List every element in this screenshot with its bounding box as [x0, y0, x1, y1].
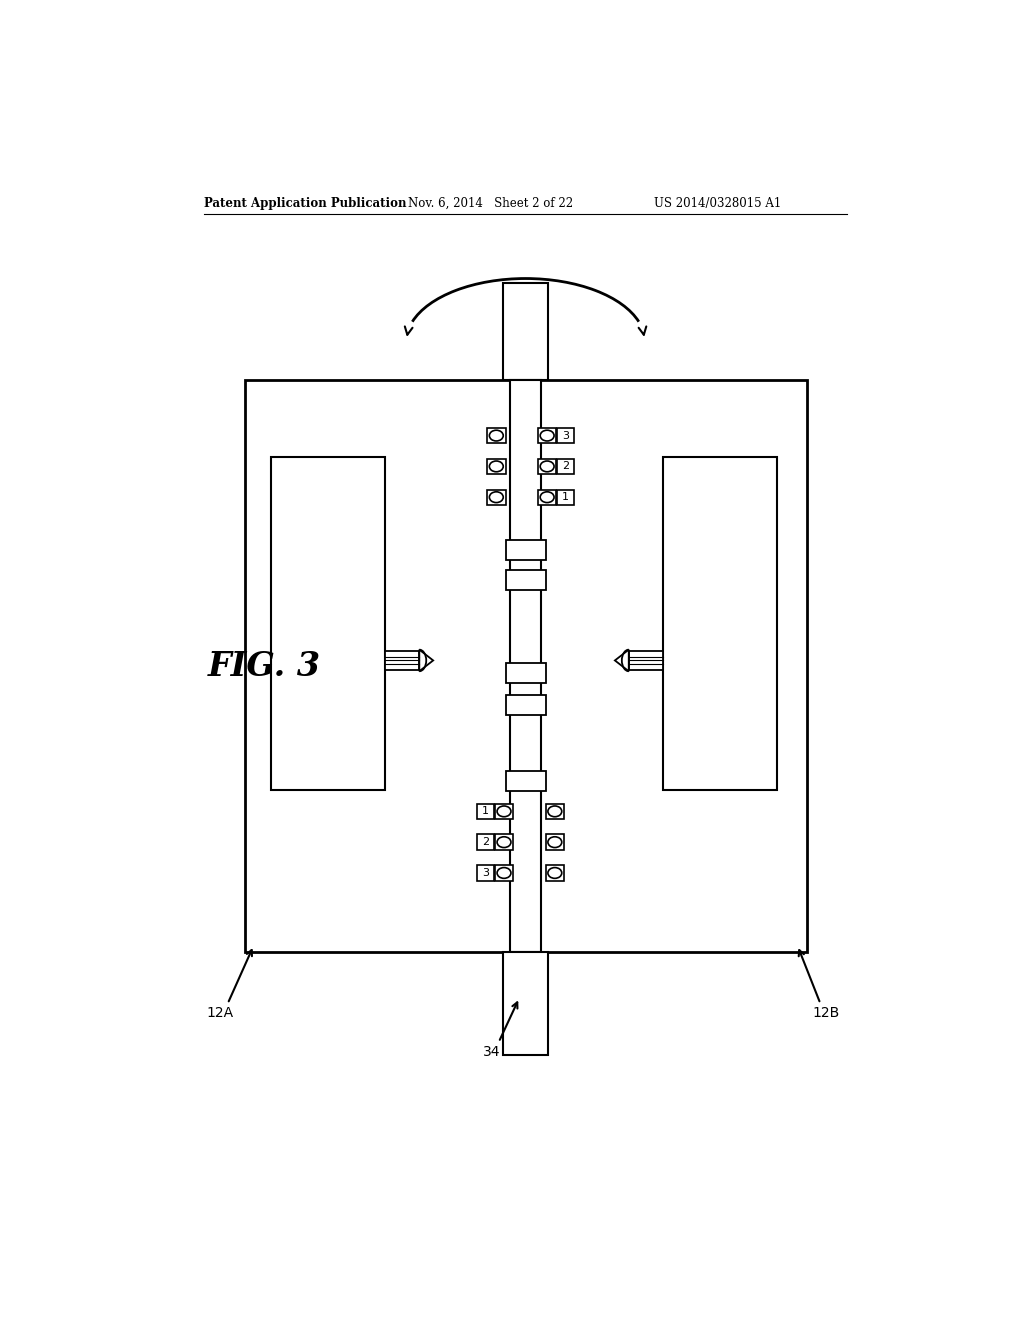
Ellipse shape — [497, 837, 511, 847]
Polygon shape — [614, 649, 629, 671]
Bar — [506, 663, 546, 682]
Bar — [506, 570, 546, 590]
Bar — [477, 866, 494, 880]
Bar — [477, 834, 494, 850]
Ellipse shape — [489, 492, 503, 503]
Ellipse shape — [548, 807, 562, 817]
Text: Nov. 6, 2014   Sheet 2 of 22: Nov. 6, 2014 Sheet 2 of 22 — [408, 197, 572, 210]
Bar — [503, 284, 548, 380]
Text: 2: 2 — [482, 837, 489, 847]
Text: 2: 2 — [562, 462, 569, 471]
Text: 3: 3 — [562, 430, 569, 441]
Bar — [271, 457, 385, 789]
Bar — [546, 866, 564, 880]
Bar — [506, 540, 546, 560]
Ellipse shape — [497, 867, 511, 878]
Bar — [538, 490, 556, 506]
Bar — [546, 804, 564, 818]
Text: US 2014/0328015 A1: US 2014/0328015 A1 — [654, 197, 781, 210]
Text: 34: 34 — [483, 1044, 501, 1059]
Text: Patent Application Publication: Patent Application Publication — [204, 197, 407, 210]
Bar — [503, 952, 548, 1056]
Text: 12A: 12A — [206, 1006, 233, 1020]
Text: 1: 1 — [482, 807, 489, 816]
Bar — [629, 651, 664, 669]
Ellipse shape — [497, 807, 511, 817]
Bar — [506, 696, 546, 715]
Bar — [245, 380, 807, 952]
Bar — [538, 428, 556, 444]
Bar — [385, 651, 419, 669]
Bar — [557, 428, 574, 444]
Ellipse shape — [548, 867, 562, 878]
Bar — [495, 804, 513, 818]
Bar — [487, 490, 506, 506]
Ellipse shape — [541, 461, 554, 471]
Bar — [557, 459, 574, 474]
Polygon shape — [419, 649, 433, 671]
Bar — [495, 834, 513, 850]
Bar — [495, 866, 513, 880]
Bar — [538, 459, 556, 474]
Bar — [477, 804, 494, 818]
Text: 12B: 12B — [813, 1006, 840, 1020]
Ellipse shape — [489, 430, 503, 441]
Bar — [506, 771, 546, 791]
Ellipse shape — [541, 492, 554, 503]
Bar — [664, 457, 777, 789]
Bar — [510, 380, 541, 952]
Bar — [557, 490, 574, 506]
Ellipse shape — [489, 461, 503, 471]
Ellipse shape — [548, 837, 562, 847]
Text: FIG. 3: FIG. 3 — [208, 651, 321, 684]
Bar — [546, 834, 564, 850]
Ellipse shape — [541, 430, 554, 441]
Text: 3: 3 — [482, 869, 489, 878]
Text: 1: 1 — [562, 492, 569, 502]
Bar — [487, 459, 506, 474]
Bar — [487, 428, 506, 444]
